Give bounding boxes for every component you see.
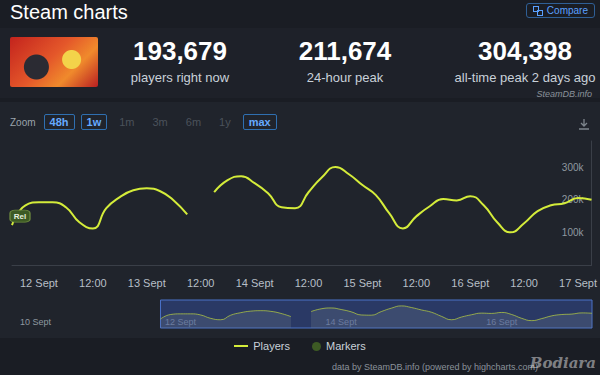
html-text:193,679: 193,679 (133, 36, 227, 66)
svg-text:17 Sept: 17 Sept (559, 277, 597, 289)
svg-text:12:00: 12:00 (79, 277, 107, 289)
svg-text:16 Sept: 16 Sept (451, 277, 489, 289)
svg-text:12:00: 12:00 (295, 277, 323, 289)
html-text:players right now: players right now (130, 70, 230, 85)
svg-text:12:00: 12:00 (187, 277, 215, 289)
html-text:Steam charts: Steam charts (10, 1, 128, 23)
html-text:304,398: 304,398 (478, 36, 572, 66)
html-text:3m: 3m (152, 116, 168, 128)
html-text:1y: 1y (219, 116, 231, 128)
svg-text:14 Sept: 14 Sept (236, 277, 274, 289)
svg-text:15 Sept: 15 Sept (343, 277, 381, 289)
svg-text:12 Sept: 12 Sept (20, 277, 58, 289)
html-text:max: max (248, 116, 271, 128)
html-text:6m: 6m (185, 116, 202, 128)
svg-text:12:00: 12:00 (510, 277, 538, 289)
svg-text:300k: 300k (562, 162, 585, 173)
html-text:1w: 1w (86, 116, 102, 128)
html-text:211,674: 211,674 (298, 36, 392, 66)
html-text:all-time peak 2 days ago: all-time peak 2 days ago (454, 70, 596, 85)
html-text:Markers: Markers (326, 340, 366, 352)
html-text:1m: 1m (119, 116, 135, 128)
svg-text:10 Sept: 10 Sept (20, 317, 52, 327)
svg-text:12:00: 12:00 (403, 277, 431, 289)
svg-text:100k: 100k (562, 227, 585, 238)
svg-text:13 Sept: 13 Sept (128, 277, 166, 289)
html-text:data by SteamDB.info (powered: data by SteamDB.info (powered by highcha… (331, 362, 538, 372)
svg-text:Rel: Rel (14, 212, 26, 221)
svg-text:200k: 200k (561, 194, 584, 206)
html-text:Zoom: Zoom (10, 116, 36, 128)
html-text:Players: Players (253, 340, 290, 352)
html-text:Bodiara: Bodiara (529, 354, 596, 372)
html-text:Compare: Compare (546, 5, 588, 16)
html-text:24-hour peak: 24-hour peak (306, 70, 384, 85)
html-text:48h: 48h (49, 116, 69, 128)
html-text:SteamDB.info: SteamDB.info (536, 89, 592, 99)
